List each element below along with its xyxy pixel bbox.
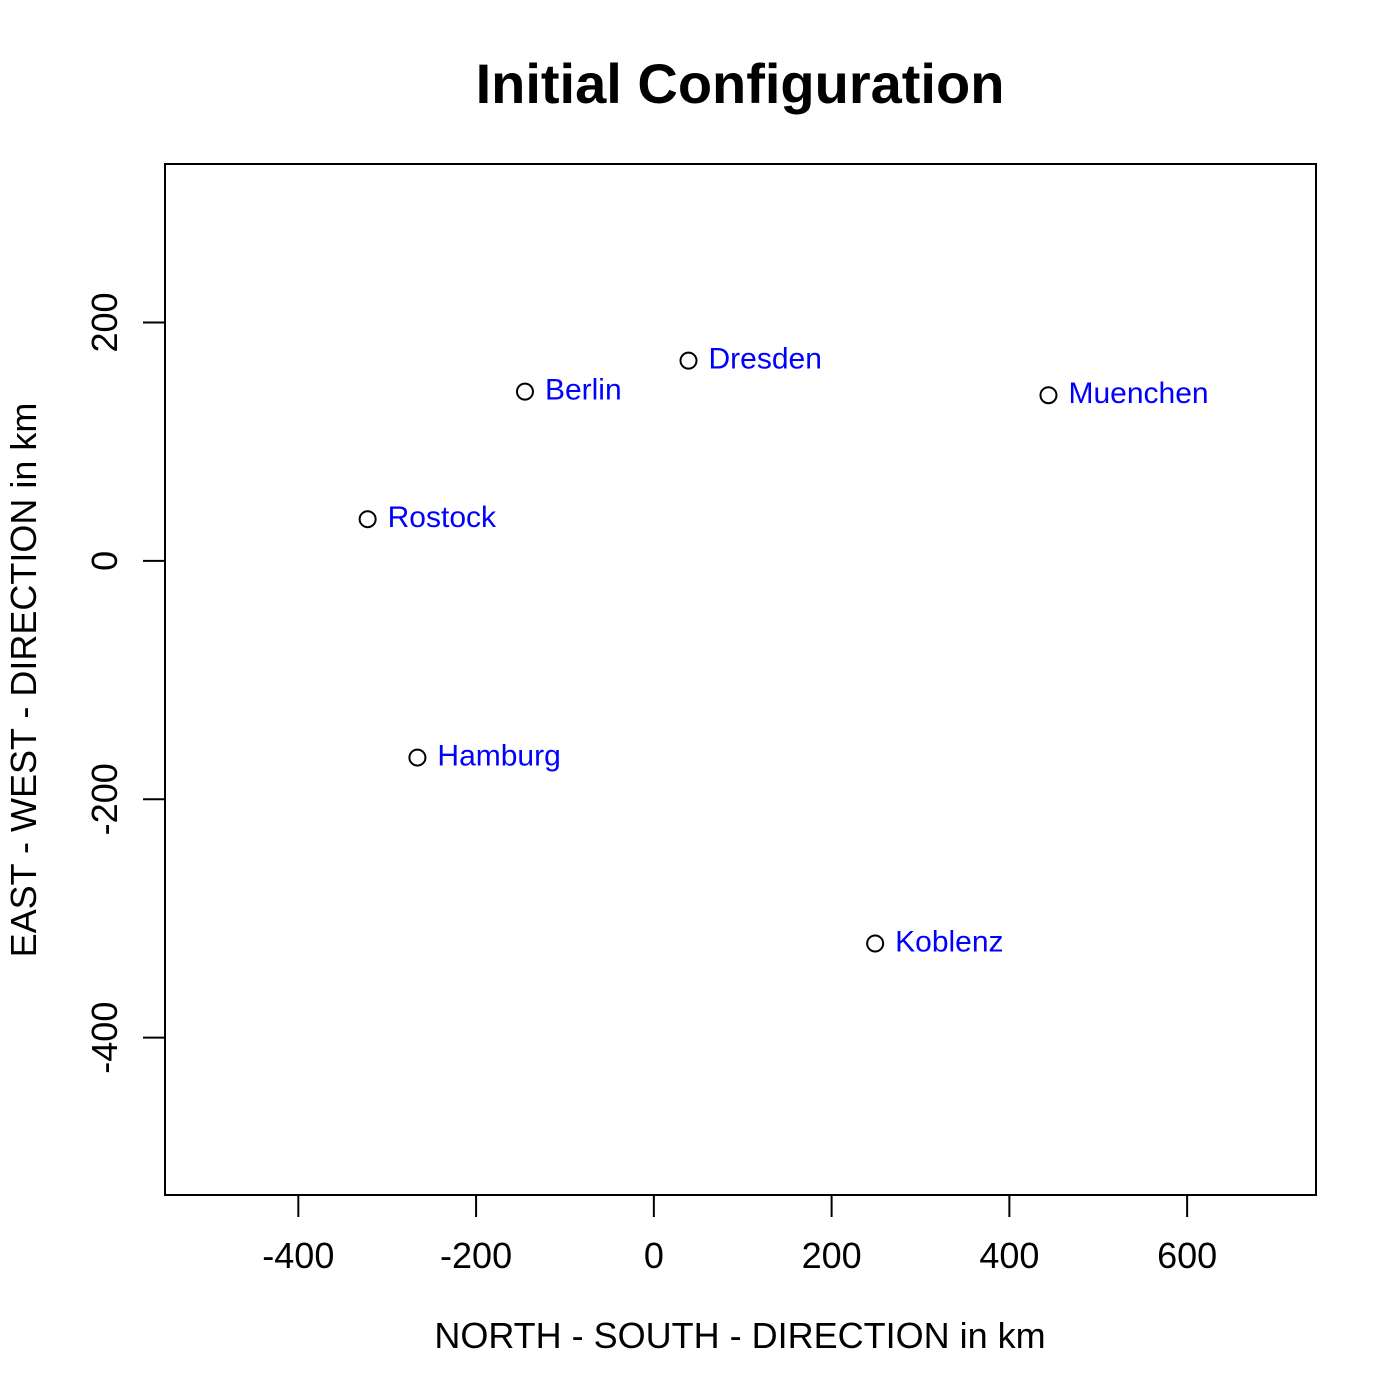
y-tick-label: 0 xyxy=(84,551,125,571)
data-point-dresden xyxy=(679,351,698,370)
x-tick-label: 200 xyxy=(802,1235,862,1276)
point-label-dresden: Dresden xyxy=(709,343,822,376)
y-tick-label: 200 xyxy=(84,292,125,352)
y-tick-label: -400 xyxy=(84,1002,125,1074)
point-label-berlin: Berlin xyxy=(545,374,622,407)
point-label-muenchen: Muenchen xyxy=(1068,377,1208,410)
plot-frame xyxy=(164,163,1317,1196)
data-points: Berlin Dresden Muenchen Rostock Hamburg Koble… xyxy=(358,343,1209,959)
x-tick-label: 600 xyxy=(1157,1235,1217,1276)
point-label-hamburg: Hamburg xyxy=(437,740,560,773)
x-tick-label: -200 xyxy=(440,1235,512,1276)
data-point-rostock xyxy=(358,510,377,529)
x-axis-label: NORTH - SOUTH - DIRECTION in km xyxy=(434,1315,1045,1356)
data-point-berlin xyxy=(515,382,534,401)
chart-title: Initial Configuration xyxy=(476,52,1005,115)
point-label-rostock: Rostock xyxy=(388,501,497,534)
x-tick-label: 400 xyxy=(979,1235,1039,1276)
y-axis: -400 -200 0 200 xyxy=(84,292,166,1074)
y-tick-label: -200 xyxy=(84,763,125,835)
x-tick-label: -400 xyxy=(262,1235,334,1276)
point-label-koblenz: Koblenz xyxy=(895,926,1003,959)
data-point-muenchen xyxy=(1039,386,1058,405)
data-point-koblenz xyxy=(866,934,885,953)
data-point-hamburg xyxy=(408,748,427,767)
x-axis: -400 -200 0 200 400 600 xyxy=(262,1194,1217,1276)
y-axis-label: EAST - WEST - DIRECTION in km xyxy=(3,403,44,958)
x-tick-label: 0 xyxy=(644,1235,664,1276)
